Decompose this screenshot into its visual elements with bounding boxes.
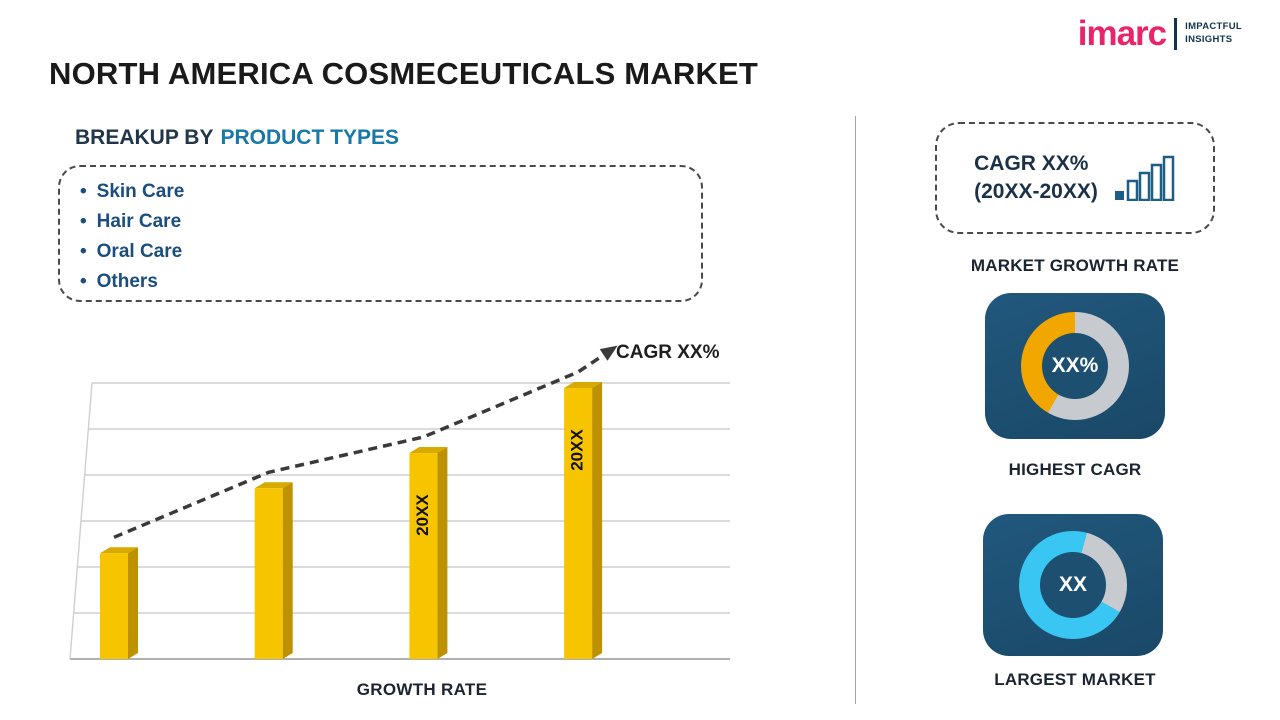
vertical-divider (855, 116, 856, 704)
growth-bar-chart: 20XX 20XX (62, 338, 742, 684)
growth-bar-chart-svg: 20XX 20XX (69, 345, 730, 660)
donut-hole: XX% (1042, 333, 1108, 399)
section-heading-highlight: PRODUCT TYPES (220, 126, 399, 149)
bullet-glyph: • (80, 211, 87, 232)
highest-cagr-tile: XX% (985, 293, 1165, 439)
svg-text:20XX: 20XX (568, 429, 587, 471)
logo-separator (1174, 17, 1178, 50)
product-types-list: • Skin Care • Hair Care • Oral Care • Others (80, 177, 701, 297)
largest-market-donut: XX (1019, 531, 1127, 639)
product-type-label: Skin Care (96, 181, 185, 202)
largest-market-value: XX (1058, 573, 1087, 596)
list-item: • Skin Care (80, 177, 701, 207)
market-growth-rate-label: MARKET GROWTH RATE (970, 256, 1180, 275)
cagr-summary-box: CAGR XX% (20XX-20XX) (935, 122, 1215, 234)
x-axis-label: GROWTH RATE (356, 680, 488, 699)
bullet-glyph: • (80, 181, 87, 202)
list-item: • Oral Care (80, 237, 701, 267)
list-item: • Others (80, 267, 701, 297)
product-types-box: • Skin Care • Hair Care • Oral Care • Others (58, 165, 703, 302)
highest-cagr-donut: XX% (1021, 312, 1129, 420)
logo-tagline: IMPACTFUL INSIGHTS (1185, 21, 1242, 46)
list-item: • Hair Care (80, 207, 701, 237)
donut-hole: XX (1040, 552, 1106, 618)
cagr-summary-text: CAGR XX% (20XX-20XX) (974, 150, 1098, 207)
bullet-glyph: • (80, 241, 87, 262)
largest-market-tile: XX (983, 514, 1163, 656)
cagr-trend-label: CAGR XX% (616, 342, 720, 363)
logo-tagline-line2: INSIGHTS (1185, 33, 1233, 45)
cagr-line1: CAGR XX% (974, 151, 1089, 175)
product-type-label: Oral Care (96, 241, 183, 262)
cagr-line2: (20XX-20XX) (974, 180, 1098, 203)
product-type-label: Hair Care (96, 211, 182, 232)
product-type-label: Others (96, 271, 158, 292)
imarc-logo: imarc IMPACTFUL INSIGHTS (1078, 16, 1242, 51)
page-title: NORTH AMERICA COSMECEUTICALS MARKET (49, 56, 759, 91)
logo-tagline-line1: IMPACTFUL (1185, 21, 1242, 33)
bar-chart-icon (1114, 155, 1175, 201)
largest-market-label: LARGEST MARKET (994, 670, 1156, 689)
highest-cagr-value: XX% (1051, 354, 1099, 377)
section-heading-prefix: BREAKUP BY (75, 126, 214, 149)
section-heading: BREAKUP BY PRODUCT TYPES (75, 126, 399, 150)
highest-cagr-label: HIGHEST CAGR (1008, 460, 1142, 479)
svg-text:20XX: 20XX (413, 494, 432, 536)
logo-brand-text: imarc (1077, 14, 1167, 53)
bullet-glyph: • (80, 271, 87, 292)
